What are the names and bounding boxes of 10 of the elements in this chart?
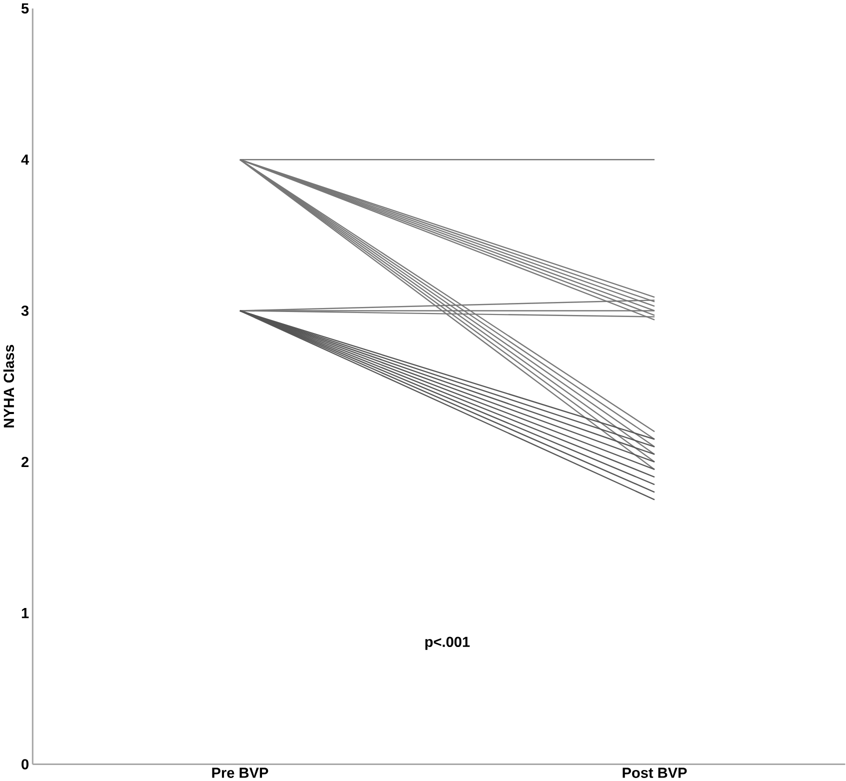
y-tick-label: 1 xyxy=(22,608,29,618)
y-tick-label: 2 xyxy=(22,456,29,467)
y-tick-label: 0 xyxy=(22,758,28,770)
y-axis-title: NYHA Class xyxy=(3,344,14,428)
y-tick-label: 5 xyxy=(21,3,29,14)
y-tick-label: 3 xyxy=(21,305,29,316)
x-tick-label: Post BVP xyxy=(622,768,687,778)
annotation: p<.001 xyxy=(425,636,470,650)
x-tick-label: Pre BVP xyxy=(212,768,268,778)
y-tick-label: 4 xyxy=(21,154,30,164)
